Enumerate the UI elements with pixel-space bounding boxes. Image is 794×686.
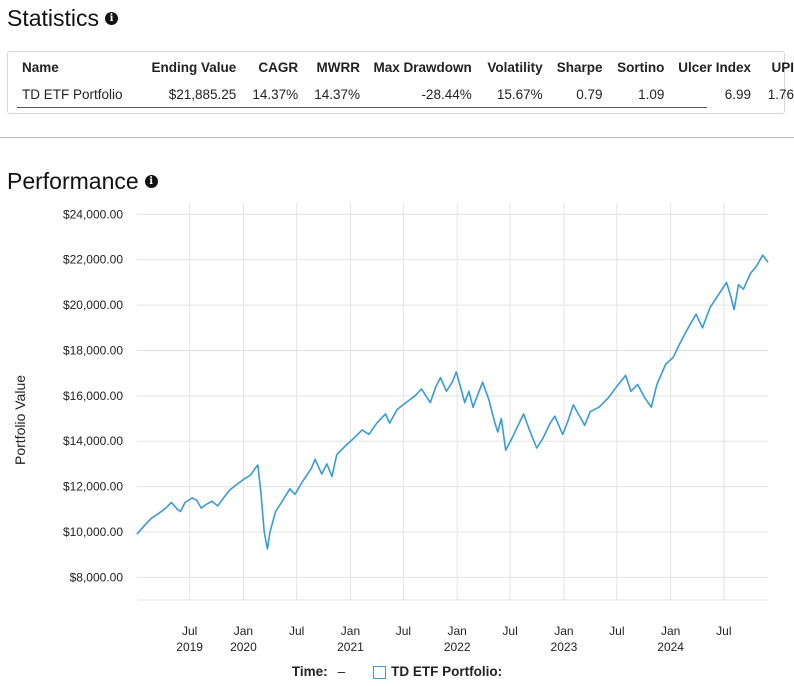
x-tick-year-label: 2023 bbox=[551, 640, 578, 654]
column-header-name[interactable]: Name bbox=[22, 59, 59, 75]
y-tick-label: $14,000.00 bbox=[63, 434, 123, 448]
y-tick-label: $22,000.00 bbox=[63, 253, 123, 267]
statistics-title: Statistics i bbox=[7, 5, 119, 32]
cell-volatility: 15.67% bbox=[496, 86, 543, 102]
column-header-sharpe[interactable]: Sharpe bbox=[556, 59, 603, 75]
x-tick-label: Jul bbox=[396, 624, 411, 638]
cell-ending-value: $21,885.25 bbox=[168, 86, 237, 102]
x-tick-label: Jan bbox=[341, 624, 360, 638]
legend-swatch bbox=[373, 665, 387, 679]
cell-mwrr: 14.37% bbox=[314, 86, 361, 102]
statistics-table: Name Ending Value CAGR MWRR Max Drawdown… bbox=[8, 55, 794, 109]
y-tick-label: $20,000.00 bbox=[63, 298, 123, 312]
x-tick-label: Jan bbox=[661, 624, 680, 638]
cell-sharpe: 0.79 bbox=[576, 86, 603, 102]
x-tick-label: Jul bbox=[609, 624, 624, 638]
performance-title-text: Performance bbox=[7, 168, 139, 194]
legend-time-value: – bbox=[337, 664, 346, 679]
x-tick-label: Jul bbox=[182, 624, 197, 638]
x-tick-label: Jan bbox=[234, 624, 253, 638]
table-row: TD ETF Portfolio $21,885.25 14.37% 14.37… bbox=[8, 79, 794, 109]
legend-series-item[interactable]: TD ETF Portfolio: bbox=[373, 664, 502, 679]
performance-title: Performance i bbox=[7, 168, 158, 195]
info-icon[interactable]: i bbox=[105, 12, 119, 25]
cell-max-drawdown: -28.44% bbox=[421, 86, 472, 102]
column-header-upi[interactable]: UPI bbox=[771, 59, 794, 75]
statistics-header-row: Name Ending Value CAGR MWRR Max Drawdown… bbox=[8, 55, 794, 79]
chart-grid bbox=[137, 203, 768, 601]
legend-series-label: TD ETF Portfolio: bbox=[391, 664, 503, 679]
x-axis: Jul 2019 Jan 2020 Jul Jan 2021 Jul Jan 2022 Jul Jan… bbox=[176, 624, 731, 654]
column-header-mwrr[interactable]: MWRR bbox=[316, 59, 361, 75]
y-tick-label: $16,000.00 bbox=[63, 389, 123, 403]
statistics-title-text: Statistics bbox=[7, 5, 100, 31]
performance-chart[interactable]: $8,000.00 $10,000.00 $12,000.00 $14,000.00 $… bbox=[0, 195, 794, 660]
column-header-ulcer-index[interactable]: Ulcer Index bbox=[678, 59, 752, 75]
x-tick-label: Jul bbox=[502, 624, 517, 638]
column-header-volatility[interactable]: Volatility bbox=[487, 59, 543, 75]
cell-cagr: 14.37% bbox=[252, 86, 299, 102]
x-tick-label: Jan bbox=[447, 624, 466, 638]
y-tick-label: $8,000.00 bbox=[70, 570, 124, 584]
cell-name: TD ETF Portfolio bbox=[22, 86, 123, 102]
statistics-panel bbox=[7, 51, 785, 114]
chart-legend: Time: – TD ETF Portfolio: bbox=[0, 664, 794, 679]
y-axis: $8,000.00 $10,000.00 $12,000.00 $14,000.00 $… bbox=[63, 207, 123, 584]
column-header-max-drawdown[interactable]: Max Drawdown bbox=[373, 59, 472, 75]
column-header-sortino[interactable]: Sortino bbox=[617, 59, 665, 75]
series-line-td-etf-portfolio bbox=[136, 254, 769, 550]
column-header-ending-value[interactable]: Ending Value bbox=[151, 59, 237, 75]
x-tick-year-label: 2020 bbox=[230, 640, 257, 654]
y-tick-label: $18,000.00 bbox=[63, 343, 123, 357]
y-tick-label: $10,000.00 bbox=[63, 525, 123, 539]
x-tick-label: Jul bbox=[716, 624, 731, 638]
section-divider bbox=[0, 137, 794, 138]
cell-sortino: 1.09 bbox=[638, 86, 665, 102]
legend-time-label: Time: bbox=[291, 664, 328, 679]
x-tick-year-label: 2021 bbox=[337, 640, 364, 654]
x-tick-year-label: 2024 bbox=[657, 640, 684, 654]
x-tick-label: Jul bbox=[289, 624, 304, 638]
x-tick-label: Jan bbox=[554, 624, 573, 638]
y-tick-label: $24,000.00 bbox=[63, 207, 123, 221]
x-tick-year-label: 2022 bbox=[444, 640, 471, 654]
cell-upi: 1.76 bbox=[767, 86, 794, 102]
x-tick-year-label: 2019 bbox=[176, 640, 203, 654]
cell-ulcer-index: 6.99 bbox=[724, 86, 752, 102]
y-axis-label: Portfolio Value bbox=[12, 375, 28, 465]
info-icon[interactable]: i bbox=[144, 175, 158, 188]
y-tick-label: $12,000.00 bbox=[63, 480, 123, 494]
column-header-cagr[interactable]: CAGR bbox=[258, 59, 299, 75]
row-underline bbox=[17, 107, 707, 108]
